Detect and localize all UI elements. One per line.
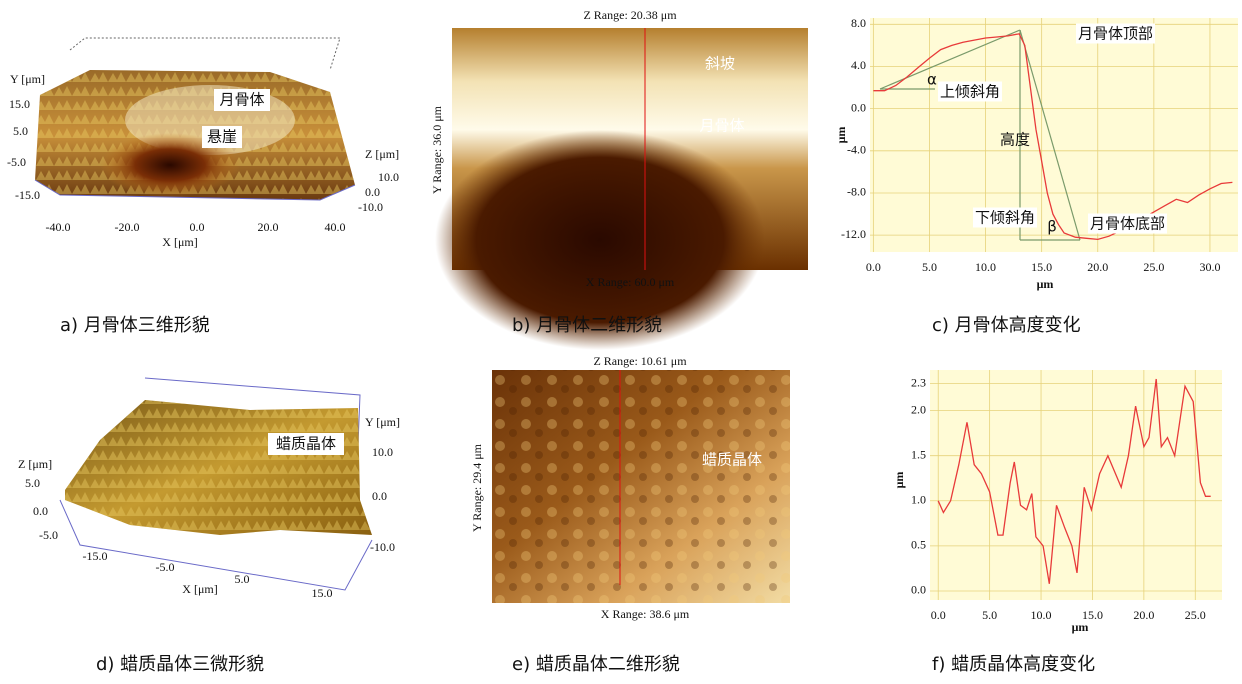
annotation: 月骨体 xyxy=(219,91,264,109)
y-tick-label: 8.0 xyxy=(851,16,866,30)
tick-label: -15.0 xyxy=(15,188,40,202)
caption: b) 月骨体二维形貌 xyxy=(512,315,662,336)
panel-b: Z Range: 20.38 μm Y Range: 36.0 μm X Ran… xyxy=(430,8,808,350)
annotation: β xyxy=(1047,218,1057,236)
panel-e: Z Range: 10.61 μm Y Range: 29.4 μm X Ran… xyxy=(470,354,790,675)
annotation: 蜡质晶体 xyxy=(276,435,336,453)
tick-label: -10.0 xyxy=(370,540,395,554)
figure: Y [μm] 15.0 5.0 -5.0 -15.0 Z [μm] 10.0 0… xyxy=(0,0,1242,684)
axis-label: X [μm] xyxy=(162,235,197,249)
y-tick-label: 4.0 xyxy=(851,58,866,72)
image-texture xyxy=(492,370,790,603)
caption: e) 蜡质晶体二维形貌 xyxy=(512,654,680,675)
y-tick-label: -4.0 xyxy=(847,143,866,157)
x-tick-label: 0.0 xyxy=(866,260,881,274)
y-axis-label: μm xyxy=(892,472,906,489)
annotation: 悬崖 xyxy=(207,128,237,146)
range-label: X Range: 38.6 μm xyxy=(601,607,690,621)
range-label: Y Range: 36.0 μm xyxy=(430,105,444,194)
axis-label: Y [μm] xyxy=(365,415,400,429)
axis-label: Y [μm] xyxy=(10,72,45,86)
x-tick-label: 20.0 xyxy=(1087,260,1108,274)
x-tick-label: 10.0 xyxy=(1031,608,1052,622)
tick-label: 0.0 xyxy=(365,185,380,199)
tick-label: 10.0 xyxy=(378,170,399,184)
y-tick-label: -8.0 xyxy=(847,185,866,199)
y-tick-label: 2.3 xyxy=(911,375,926,389)
range-label: X Range: 60.0 μm xyxy=(586,275,675,289)
tick-label: 0.0 xyxy=(33,504,48,518)
y-tick-label: 0.0 xyxy=(911,583,926,597)
annotation: 斜坡 xyxy=(705,55,735,73)
axis-label: Z [μm] xyxy=(365,147,399,161)
annotation: 月骨体底部 xyxy=(1090,215,1165,233)
tick-label: -20.0 xyxy=(115,220,140,234)
y-tick-label: -12.0 xyxy=(841,227,866,241)
annotation: 上倾斜角 xyxy=(940,83,1000,101)
y-tick-label: 1.5 xyxy=(911,447,926,461)
tick-label: -5.0 xyxy=(7,155,26,169)
y-axis-label: μm xyxy=(834,127,848,144)
tick-label: 40.0 xyxy=(325,220,346,234)
range-label: Y Range: 29.4 μm xyxy=(470,443,484,532)
frame xyxy=(70,38,340,70)
y-tick-label: 1.0 xyxy=(911,493,926,507)
tick-label: 10.0 xyxy=(372,445,393,459)
x-tick-label: 20.0 xyxy=(1133,608,1154,622)
axis-label: X [μm] xyxy=(182,582,217,596)
tick-label: -10.0 xyxy=(358,200,383,214)
surface-texture xyxy=(65,400,372,535)
y-tick-label: 0.0 xyxy=(851,100,866,114)
x-tick-label: 25.0 xyxy=(1143,260,1164,274)
x-axis-label: μm xyxy=(1037,277,1054,291)
tick-label: -5.0 xyxy=(156,560,175,574)
tick-label: -40.0 xyxy=(46,220,71,234)
panel-a: Y [μm] 15.0 5.0 -5.0 -15.0 Z [μm] 10.0 0… xyxy=(7,38,399,336)
y-tick-label: 2.0 xyxy=(911,402,926,416)
tick-label: 5.0 xyxy=(235,572,250,586)
x-tick-label: 25.0 xyxy=(1185,608,1206,622)
x-tick-label: 10.0 xyxy=(975,260,996,274)
tick-label: 5.0 xyxy=(13,124,28,138)
tick-label: 0.0 xyxy=(190,220,205,234)
tick-label: 0.0 xyxy=(372,489,387,503)
range-label: Z Range: 10.61 μm xyxy=(593,354,687,368)
caption: f) 蜡质晶体高度变化 xyxy=(932,654,1095,675)
tick-label: 15.0 xyxy=(312,586,333,600)
y-tick-label: 0.5 xyxy=(911,538,926,552)
tick-label: -5.0 xyxy=(39,528,58,542)
x-axis-label: μm xyxy=(1072,620,1089,634)
tick-label: 5.0 xyxy=(25,476,40,490)
x-tick-label: 0.0 xyxy=(931,608,946,622)
tick-label: 15.0 xyxy=(9,97,30,111)
x-tick-label: 5.0 xyxy=(982,608,997,622)
x-tick-label: 15.0 xyxy=(1031,260,1052,274)
panel-d: Z [μm] 5.0 0.0 -5.0 -15.0 -5.0 5.0 15.0 … xyxy=(18,378,400,675)
caption: a) 月骨体三维形貌 xyxy=(60,315,210,336)
caption: d) 蜡质晶体三微形貌 xyxy=(96,654,264,675)
axis-label: Z [μm] xyxy=(18,457,52,471)
tick-label: 20.0 xyxy=(258,220,279,234)
annotation: 蜡质晶体 xyxy=(702,451,762,469)
annotation: 下倾斜角 xyxy=(975,209,1035,227)
annotation: 月骨体顶部 xyxy=(1078,25,1153,43)
x-tick-label: 30.0 xyxy=(1199,260,1220,274)
caption: c) 月骨体高度变化 xyxy=(932,315,1081,336)
x-tick-label: 5.0 xyxy=(922,260,937,274)
annotation: 高度 xyxy=(1000,131,1030,149)
range-label: Z Range: 20.38 μm xyxy=(583,8,677,22)
annotation: 月骨体 xyxy=(699,117,744,135)
annotation: α xyxy=(927,71,937,89)
tick-label: -15.0 xyxy=(83,549,108,563)
